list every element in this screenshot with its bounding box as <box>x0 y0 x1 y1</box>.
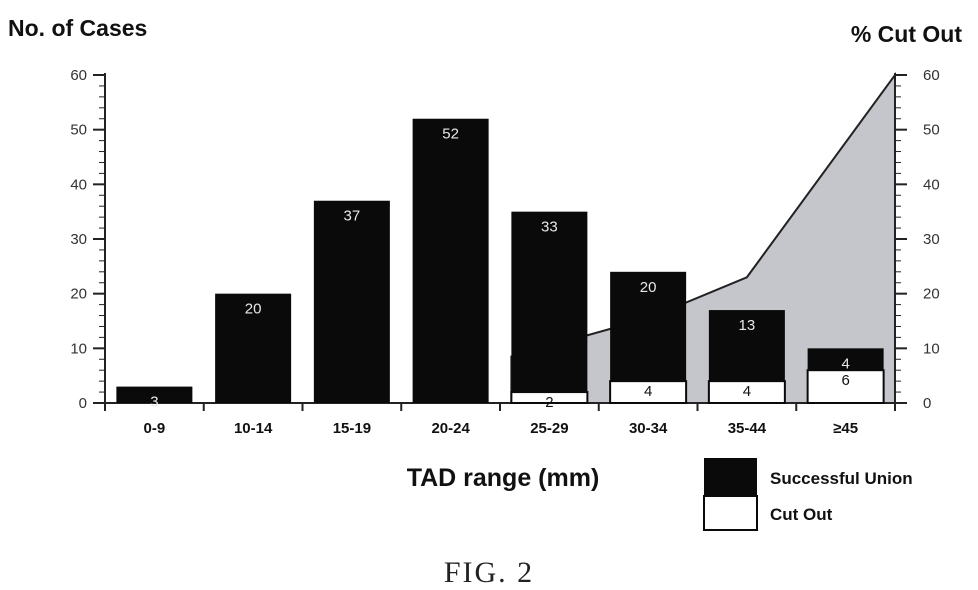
left-tick-label: 60 <box>70 67 87 84</box>
bar-successful-union <box>610 271 687 382</box>
left-tick-label: 20 <box>70 286 87 303</box>
bar-value-label-successful-union: 13 <box>739 317 756 334</box>
bar-successful-union <box>313 200 390 403</box>
labels-layer: 0 0 10 10 20 20 30 30 40 40 50 50 60 60 3 0-9 20 10-14 37 1… <box>70 67 939 437</box>
bars-layer <box>116 118 885 405</box>
bar-successful-union <box>511 211 588 393</box>
legend: Successful Union Cut Out <box>703 458 913 531</box>
bar-value-label-successful-union: 3 <box>150 394 158 411</box>
bar-value-label-successful-union: 37 <box>344 208 361 225</box>
x-tick-label: 10-14 <box>234 420 273 437</box>
left-tick-label: 50 <box>70 122 87 139</box>
x-tick-label: ≥45 <box>833 420 858 437</box>
bar-value-label-cut-out: 4 <box>743 383 751 400</box>
right-tick-label: 50 <box>923 122 940 139</box>
x-tick-label: 35-44 <box>728 420 767 437</box>
bar-value-label-cut-out: 6 <box>841 372 849 389</box>
x-tick-label: 25-29 <box>530 420 568 437</box>
bar-successful-union <box>412 118 489 403</box>
bar-value-label-cut-out: 4 <box>644 383 652 400</box>
legend-swatch-successful-union <box>704 458 757 496</box>
figure-caption: FIG. 2 <box>444 556 534 589</box>
x-tick-label: 0-9 <box>144 420 166 437</box>
left-tick-label: 30 <box>70 231 87 248</box>
legend-label-successful-union: Successful Union <box>770 469 913 488</box>
right-tick-label: 40 <box>923 176 940 193</box>
legend-label-cut-out: Cut Out <box>770 505 833 524</box>
bar-value-label-successful-union: 20 <box>245 301 262 318</box>
x-tick-label: 15-19 <box>333 420 371 437</box>
left-tick-label: 10 <box>70 340 87 357</box>
bar-successful-union <box>807 348 884 371</box>
left-tick-label: 40 <box>70 176 87 193</box>
right-tick-label: 30 <box>923 231 940 248</box>
legend-swatch-cut-out <box>703 495 758 531</box>
bar-value-label-successful-union: 4 <box>841 355 849 372</box>
x-axis-title: TAD range (mm) <box>407 464 600 492</box>
right-tick-label: 0 <box>923 395 931 412</box>
bar-cut-out <box>510 391 589 405</box>
x-tick-label: 20-24 <box>431 420 470 437</box>
bar-value-label-cut-out: 2 <box>545 394 553 411</box>
bar-successful-union <box>708 310 785 382</box>
left-tick-label: 0 <box>79 395 87 412</box>
right-tick-label: 60 <box>923 67 940 84</box>
right-tick-label: 20 <box>923 286 940 303</box>
bar-value-label-successful-union: 33 <box>541 219 558 236</box>
bar-value-label-successful-union: 20 <box>640 279 657 296</box>
left-axis-title: No. of Cases <box>8 15 147 41</box>
bar-value-label-successful-union: 52 <box>442 126 459 143</box>
right-axis-title: % Cut Out <box>851 21 962 47</box>
bar-successful-union <box>215 293 292 403</box>
x-tick-label: 30-34 <box>629 420 668 437</box>
right-tick-label: 10 <box>923 340 940 357</box>
bar-successful-union <box>116 386 193 403</box>
